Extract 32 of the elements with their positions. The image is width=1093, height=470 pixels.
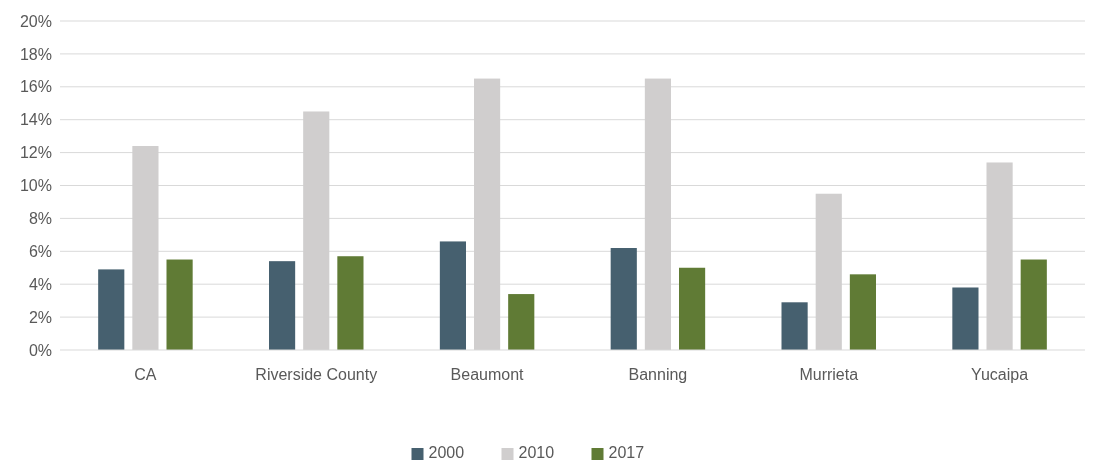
bar xyxy=(610,248,637,350)
legend-label: 2017 xyxy=(608,444,645,461)
x-tick-label: Riverside County xyxy=(255,366,378,383)
legend-label: 2000 xyxy=(428,444,465,461)
bar xyxy=(1020,259,1047,350)
y-tick-label: 18% xyxy=(19,45,52,63)
y-tick-label: 16% xyxy=(19,78,52,96)
legend-label: 2010 xyxy=(518,444,555,461)
x-tick-label: Beaumont xyxy=(450,366,525,383)
y-tick-label: 20% xyxy=(19,12,52,30)
y-tick-label: 8% xyxy=(28,210,52,227)
bar xyxy=(98,269,125,350)
y-tick-label: 12% xyxy=(19,144,52,162)
y-tick-label: 2% xyxy=(28,308,52,326)
bar xyxy=(166,259,193,350)
x-tick-label: Murrieta xyxy=(799,366,859,383)
y-tick-label: 0% xyxy=(28,341,52,359)
x-tick-label: Yucaipa xyxy=(971,366,1029,383)
x-tick-label: Banning xyxy=(628,366,688,383)
bar xyxy=(508,294,535,350)
bar xyxy=(849,274,876,350)
bar xyxy=(337,256,364,350)
bar xyxy=(269,261,296,350)
bar xyxy=(781,302,808,350)
y-tick-label: 14% xyxy=(19,111,52,129)
y-tick-label: 6% xyxy=(28,242,52,260)
bar xyxy=(679,267,706,350)
x-tick-label: CA xyxy=(134,366,157,383)
bar xyxy=(439,241,466,350)
y-tick-label: 10% xyxy=(19,177,52,195)
y-tick-label: 4% xyxy=(28,275,52,293)
bar xyxy=(952,287,979,350)
